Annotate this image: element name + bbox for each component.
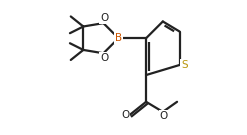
Text: B: B xyxy=(115,33,122,43)
Text: O: O xyxy=(160,111,168,121)
Text: S: S xyxy=(181,60,187,70)
Text: O: O xyxy=(121,110,129,120)
Text: O: O xyxy=(100,13,108,23)
Text: O: O xyxy=(100,53,108,63)
